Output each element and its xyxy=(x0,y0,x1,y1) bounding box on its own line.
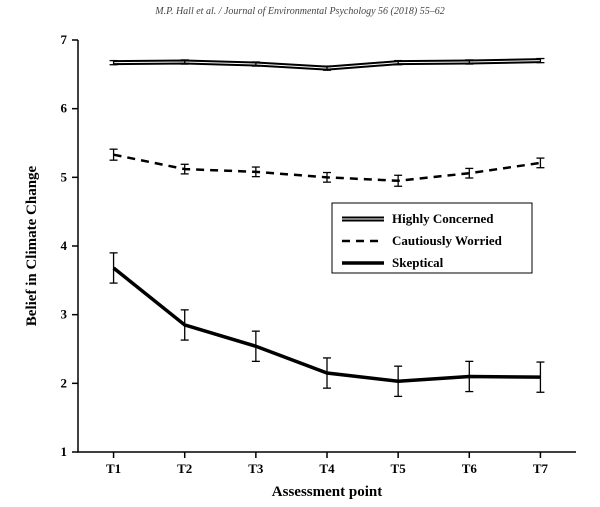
svg-text:6: 6 xyxy=(61,101,68,116)
svg-text:T1: T1 xyxy=(106,461,121,476)
svg-text:1: 1 xyxy=(61,444,68,459)
svg-text:3: 3 xyxy=(61,307,68,322)
svg-text:T4: T4 xyxy=(319,461,335,476)
legend-label: Cautiously Worried xyxy=(392,233,503,248)
svg-text:5: 5 xyxy=(61,169,68,184)
svg-text:7: 7 xyxy=(61,32,68,47)
svg-text:2: 2 xyxy=(61,375,68,390)
belief-chart: 1 2 3 4 5 6 7 T1 T2 T3 T4 T5 T6 T7 Assessment point Bel… xyxy=(0,28,600,507)
svg-text:T5: T5 xyxy=(391,461,407,476)
svg-text:T3: T3 xyxy=(248,461,264,476)
svg-text:Belief in Climate Change: Belief in Climate Change xyxy=(24,165,40,326)
page-header: M.P. Hall et al. / Journal of Environmen… xyxy=(0,6,600,17)
svg-text:Assessment point: Assessment point xyxy=(272,484,382,500)
legend-label: Highly Concerned xyxy=(392,211,494,226)
legend-label: Skeptical xyxy=(392,255,444,270)
svg-text:4: 4 xyxy=(61,238,68,253)
svg-text:T2: T2 xyxy=(177,461,192,476)
svg-text:T6: T6 xyxy=(462,461,478,476)
svg-text:T7: T7 xyxy=(533,461,549,476)
